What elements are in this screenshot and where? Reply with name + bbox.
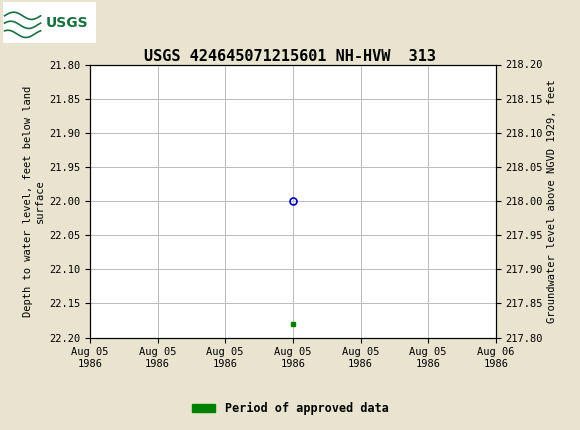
Text: USGS 424645071215601 NH-HVW  313: USGS 424645071215601 NH-HVW 313 (144, 49, 436, 64)
Legend: Period of approved data: Period of approved data (187, 397, 393, 420)
Text: USGS: USGS (45, 15, 88, 30)
Y-axis label: Depth to water level, feet below land
surface: Depth to water level, feet below land su… (23, 86, 45, 316)
Bar (3, 2, 96, 43)
Y-axis label: Groundwater level above NGVD 1929, feet: Groundwater level above NGVD 1929, feet (548, 79, 557, 323)
